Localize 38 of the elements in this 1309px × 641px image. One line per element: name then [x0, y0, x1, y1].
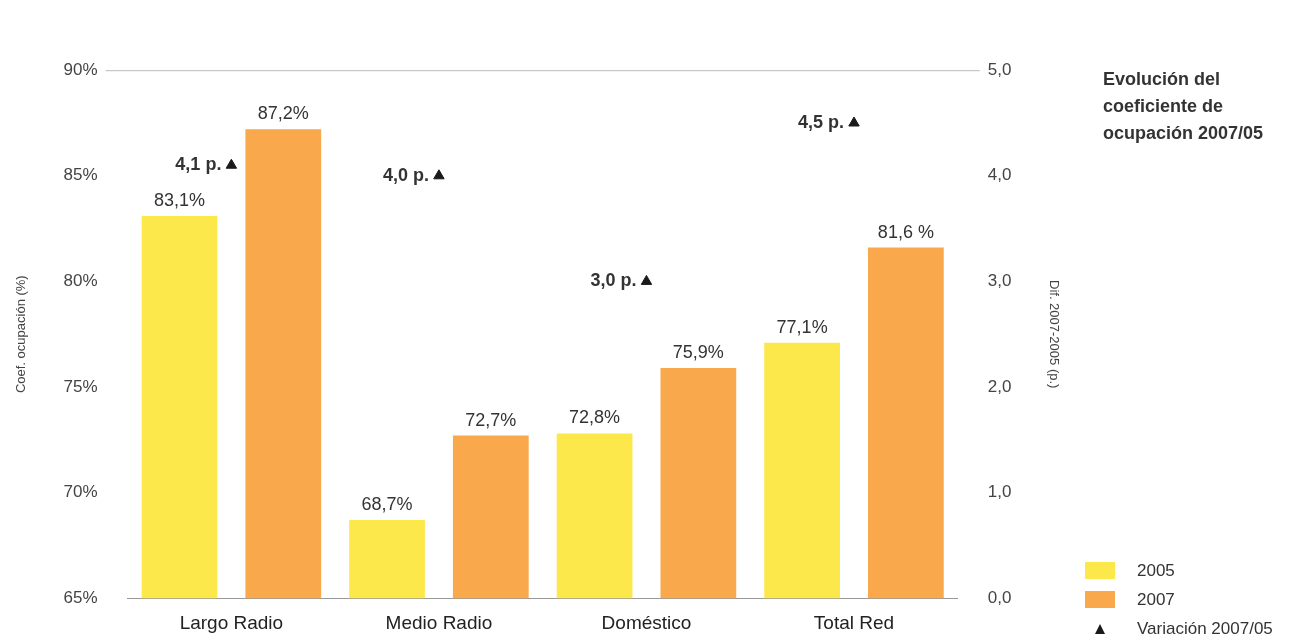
legend-label: 2007 [1137, 589, 1175, 610]
data-label: 77,1% [776, 316, 828, 337]
y2-tick-label: 3,0 [987, 271, 1012, 291]
point [225, 158, 238, 169]
point [640, 274, 653, 285]
data-label: 81,6 % [877, 221, 934, 242]
y2-tick-label: 0,0 [987, 587, 1012, 607]
legend-label: 2005 [1137, 560, 1175, 581]
y-tick-label: 80% [63, 271, 98, 291]
data-label: 68,7% [361, 494, 413, 515]
data-label: 3,0 p. [590, 270, 637, 291]
point [433, 169, 445, 180]
y-tick-label: 85% [63, 165, 98, 185]
y2-axis-title: Dif. 2007-2005 (p.) [1046, 280, 1062, 389]
y2-tick-label: 2,0 [987, 376, 1012, 396]
point [848, 116, 860, 127]
data-label: 75,9% [672, 341, 724, 362]
data-label: 87,2% [257, 103, 309, 124]
data-label: 4,0 p. [382, 164, 429, 185]
x-tick-label: Total Red [813, 611, 895, 633]
x-tick-label: Doméstico [601, 611, 692, 633]
data-label: 4,5 p. [797, 111, 844, 132]
y2-tick-label: 4,0 [987, 165, 1012, 185]
x-tick-label: Medio Radio [385, 611, 493, 633]
y-tick-label: 90% [63, 59, 98, 79]
data-label: 72,7% [465, 409, 517, 430]
data-label: 83,1% [153, 189, 206, 210]
legend-label: Variación 2007/05 [1137, 618, 1273, 639]
data-label: 4,1 p. [175, 154, 222, 175]
x-tick-label: Largo Radio [179, 611, 284, 633]
data-label: 72,8% [569, 407, 621, 428]
y2-tick-label: 1,0 [987, 482, 1012, 502]
y-tick-label: 75% [63, 376, 98, 396]
y-tick-label: 70% [63, 482, 98, 502]
y-axis-title: Coef. ocupación (%) [13, 275, 29, 394]
y-tick-label: 65% [63, 587, 98, 607]
y2-tick-label: 5,0 [987, 59, 1012, 79]
text: Evolución del coeficiente de ocupación 2007/05 [1103, 68, 1265, 145]
